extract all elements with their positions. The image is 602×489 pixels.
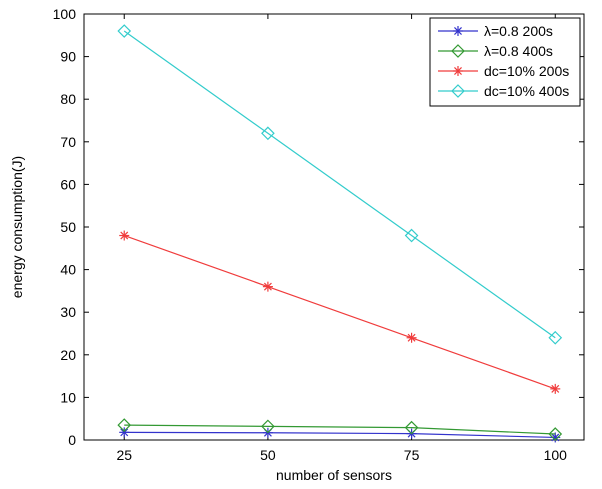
data-point <box>548 330 563 345</box>
series-line <box>123 30 556 339</box>
y-tick-label: 10 <box>60 389 76 405</box>
legend-marker <box>453 26 463 36</box>
data-point <box>119 427 130 438</box>
legend-label: dc=10% 400s <box>484 83 569 99</box>
series-line <box>124 234 556 390</box>
data-point <box>550 383 561 394</box>
y-tick-label: 80 <box>60 91 76 107</box>
data-point <box>262 281 273 292</box>
y-axis-label: energy consumption(J) <box>9 156 25 298</box>
x-axis-label: number of sensors <box>276 467 392 483</box>
data-point <box>119 230 130 241</box>
legend-entry: dc=10% 400s <box>438 83 569 99</box>
data-point <box>404 228 419 243</box>
x-tick-label: 75 <box>404 447 420 463</box>
legend: λ=0.8 200s λ=0.8 400s dc=10% 200s dc=10% 40… <box>429 17 581 107</box>
y-tick-label: 20 <box>60 347 76 363</box>
x-tick-label: 100 <box>544 447 568 463</box>
legend-label: λ=0.8 200s <box>484 23 553 39</box>
legend-entry: λ=0.8 200s <box>438 23 553 39</box>
y-tick-label: 30 <box>60 304 76 320</box>
y-tick-label: 0 <box>68 432 76 448</box>
y-tick-label: 100 <box>53 6 77 22</box>
y-tick-label: 60 <box>60 176 76 192</box>
legend-marker <box>451 84 465 98</box>
data-point <box>406 332 417 343</box>
x-tick-label: 25 <box>116 447 132 463</box>
y-tick-label: 40 <box>60 262 76 278</box>
x-tick-label: 50 <box>260 447 276 463</box>
legend-entry: dc=10% 200s <box>438 63 569 79</box>
series-4 <box>117 24 563 345</box>
series-line <box>124 431 556 439</box>
legend-marker <box>451 44 465 58</box>
legend-marker <box>453 66 463 76</box>
series-line <box>124 424 556 435</box>
y-tick-label: 50 <box>60 219 76 235</box>
data-point <box>548 427 563 441</box>
data-point <box>404 420 419 435</box>
tick-labels: 25 50 75 100 0 10 20 30 40 50 60 70 80 90 100 <box>53 6 568 463</box>
data-point <box>117 418 132 432</box>
y-tick-label: 70 <box>60 134 76 150</box>
legend-entry: λ=0.8 400s <box>438 43 553 59</box>
series-group <box>117 24 563 443</box>
series-3 <box>119 230 561 394</box>
y-tick-label: 90 <box>60 49 76 65</box>
series-2 <box>117 418 563 441</box>
legend-label: dc=10% 200s <box>484 63 569 79</box>
data-point <box>261 419 275 434</box>
data-point <box>261 126 275 141</box>
data-point <box>117 24 132 38</box>
legend-label: λ=0.8 400s <box>484 43 553 59</box>
